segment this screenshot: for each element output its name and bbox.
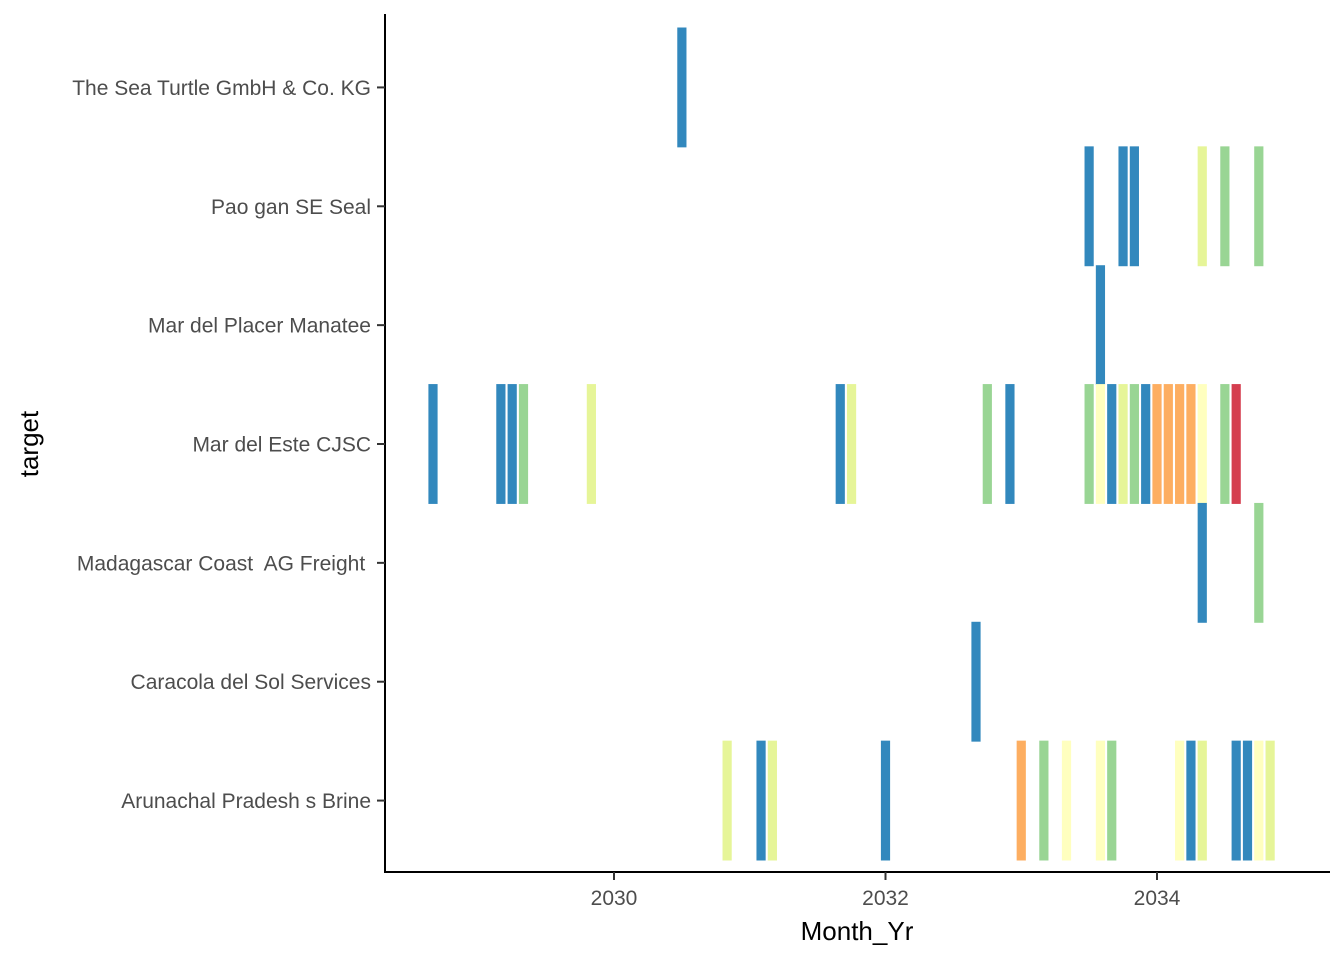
tile-mar-del-este-cjsc-2028-09 bbox=[428, 384, 438, 504]
tile-caracola-del-sol-services-2032-09 bbox=[971, 621, 981, 742]
tile-pao-gan-se-seal-2033-07 bbox=[1084, 146, 1094, 267]
tile-arunachal-pradesh-s-brine-2034-09 bbox=[1242, 740, 1253, 861]
tile-mar-del-este-cjsc-2034-03 bbox=[1175, 384, 1185, 504]
x-tick-label: 2032 bbox=[862, 887, 909, 910]
tile-arunachal-pradesh-s-brine-2034-04 bbox=[1186, 740, 1196, 861]
tile-arunachal-pradesh-s-brine-2031-03 bbox=[767, 740, 777, 861]
tile-layer bbox=[428, 27, 1275, 861]
tile-mar-del-este-cjsc-2034-02 bbox=[1163, 384, 1173, 504]
tile-madagascar-coast-ag-freight-2034-05 bbox=[1197, 502, 1207, 623]
tile-arunachal-pradesh-s-brine-2034-08 bbox=[1231, 740, 1241, 861]
x-tick-label: 2030 bbox=[591, 887, 638, 910]
tile-pao-gan-se-seal-2034-07 bbox=[1220, 146, 1230, 267]
tile-mar-del-este-cjsc-2034-05 bbox=[1197, 384, 1207, 504]
tile-mar-del-este-cjsc-2034-07 bbox=[1220, 384, 1230, 504]
tile-arunachal-pradesh-s-brine-2034-10 bbox=[1254, 740, 1264, 861]
tile-mar-del-este-cjsc-2034-04 bbox=[1186, 384, 1196, 504]
y-tick-label-arunachal-pradesh-s-brine: Arunachal Pradesh s Brine bbox=[121, 790, 371, 813]
tile-mar-del-placer-manatee-2033-08 bbox=[1095, 265, 1106, 386]
tile-mar-del-este-cjsc-2034-01 bbox=[1152, 384, 1162, 504]
tile-mar-del-este-cjsc-2031-09 bbox=[835, 384, 845, 504]
x-tick-label: 2034 bbox=[1134, 887, 1181, 910]
tile-pao-gan-se-seal-2034-10 bbox=[1254, 146, 1264, 267]
tile-mar-del-este-cjsc-2034-08 bbox=[1231, 384, 1241, 504]
tile-arunachal-pradesh-s-brine-2033-09 bbox=[1107, 740, 1117, 861]
tile-mar-del-este-cjsc-2032-10 bbox=[982, 384, 992, 504]
tile-mar-del-este-cjsc-2029-04 bbox=[507, 384, 517, 504]
tile-mar-del-este-cjsc-2033-08 bbox=[1095, 384, 1106, 504]
tile-mar-del-este-cjsc-2033-12 bbox=[1141, 384, 1151, 504]
tile-pao-gan-se-seal-2033-11 bbox=[1129, 146, 1139, 267]
x-axis-ticks: 2030 2032 2034 bbox=[591, 872, 1181, 910]
tile-arunachal-pradesh-s-brine-2034-05 bbox=[1197, 740, 1207, 861]
tile-mar-del-este-cjsc-2032-12 bbox=[1005, 384, 1015, 504]
tile-mar-del-este-cjsc-2031-10 bbox=[846, 384, 857, 504]
tile-arunachal-pradesh-s-brine-2033-01 bbox=[1016, 740, 1026, 861]
tile-pao-gan-se-seal-2034-05 bbox=[1197, 146, 1207, 267]
tile-the-sea-turtle-gmbh-co-kg-2030-07 bbox=[677, 27, 687, 148]
tile-arunachal-pradesh-s-brine-2034-11 bbox=[1265, 740, 1275, 861]
tile-arunachal-pradesh-s-brine-2032-01 bbox=[880, 740, 891, 861]
y-tick-label-pao-gan-se-seal: Pao gan SE Seal bbox=[211, 196, 371, 219]
tile-arunachal-pradesh-s-brine-2033-08 bbox=[1095, 740, 1106, 861]
tile-mar-del-este-cjsc-2033-07 bbox=[1084, 384, 1094, 504]
tile-mar-del-este-cjsc-2033-09 bbox=[1107, 384, 1117, 504]
tile-pao-gan-se-seal-2033-10 bbox=[1118, 146, 1128, 267]
y-tick-label-mar-del-este-cjsc: Mar del Este CJSC bbox=[192, 434, 371, 457]
y-axis-ticks: The Sea Turtle GmbH & Co. KG Pao gan SE S… bbox=[72, 77, 385, 813]
tile-mar-del-este-cjsc-2029-03 bbox=[496, 384, 506, 504]
tile-arunachal-pradesh-s-brine-2033-05 bbox=[1061, 740, 1072, 861]
y-tick-label-mar-del-placer-manatee: Mar del Placer Manatee bbox=[148, 315, 371, 338]
tile-madagascar-coast-ag-freight-2034-10 bbox=[1254, 502, 1264, 623]
tile-arunachal-pradesh-s-brine-2031-02 bbox=[756, 740, 766, 861]
tile-mar-del-este-cjsc-2033-11 bbox=[1129, 384, 1139, 504]
y-tick-label-caracola-del-sol-services: Caracola del Sol Services bbox=[131, 671, 371, 694]
y-tick-label-the-sea-turtle-gmbh-co-kg: The Sea Turtle GmbH & Co. KG bbox=[72, 77, 371, 100]
tile-mar-del-este-cjsc-2029-11 bbox=[586, 384, 596, 504]
tile-arunachal-pradesh-s-brine-2034-03 bbox=[1175, 740, 1185, 861]
tile-mar-del-este-cjsc-2033-10 bbox=[1118, 384, 1128, 504]
tile-mar-del-este-cjsc-2029-05 bbox=[518, 384, 529, 504]
y-axis-title: target bbox=[14, 410, 44, 477]
x-axis-title: Month_Yr bbox=[801, 916, 914, 946]
tile-arunachal-pradesh-s-brine-2030-11 bbox=[722, 740, 732, 861]
tile-arunachal-pradesh-s-brine-2033-03 bbox=[1039, 740, 1049, 861]
y-tick-label-madagascar-coast-ag-freight: Madagascar Coast AG Freight bbox=[77, 552, 371, 575]
